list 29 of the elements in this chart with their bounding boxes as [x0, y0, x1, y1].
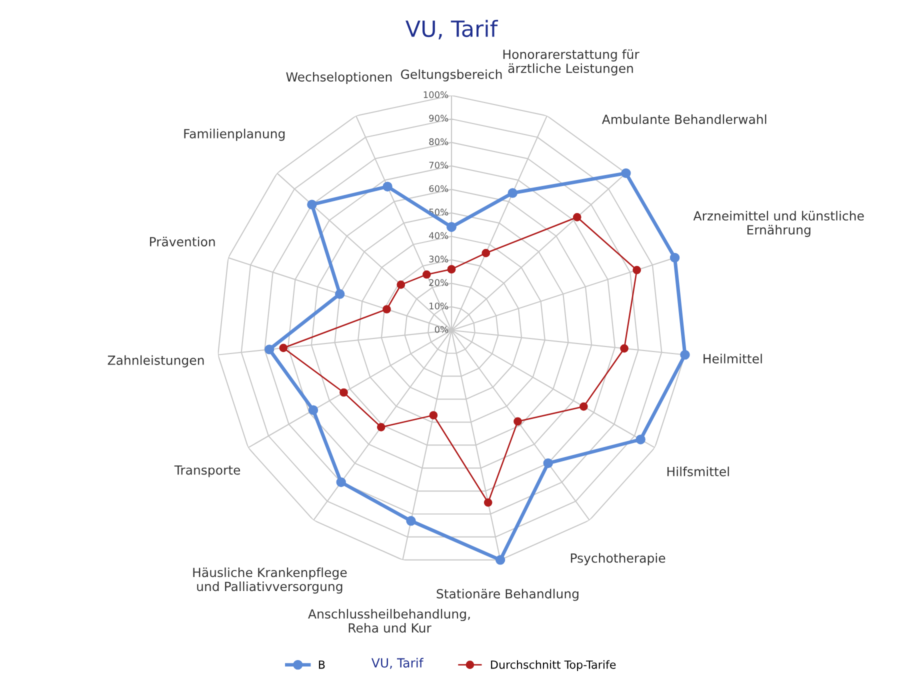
spoke-label: Stationäre Behandlung: [436, 588, 578, 601]
spoke-label: Honorarerstattung für ärztliche Leistungen: [503, 49, 640, 76]
spoke-label: Familienplanung: [184, 128, 285, 141]
spoke-label: Anschlussheilbehandlung, Reha und Kur: [308, 608, 470, 633]
spoke-label: Ambulante Behandlerwahl: [602, 114, 766, 124]
y-tick-label: 30%: [429, 256, 448, 262]
spoke-label: Hilfsmittel: [667, 466, 729, 476]
y-tick-label: 70%: [429, 162, 448, 169]
spoke-label: Prävention: [150, 236, 215, 246]
y-tick-label: 60%: [429, 185, 448, 192]
spoke-label: Zahnleistungen: [108, 355, 204, 368]
y-tick-label: 10%: [430, 302, 448, 310]
y-tick-label: 20%: [429, 279, 448, 286]
spoke-label: Heilmittel: [704, 354, 762, 364]
spoke-label: Psychotherapie: [570, 553, 666, 566]
y-tick-label: 100%: [424, 91, 448, 98]
y-tick-label: 0%: [434, 326, 448, 333]
legend-label: Durchschnitt Top-Tarife: [491, 660, 616, 671]
y-tick-label: 40%: [429, 232, 448, 239]
spoke-label: Häusliche Krankenpflege und Palliativversorgung: [193, 567, 347, 594]
y-tick-label: 80%: [429, 138, 448, 146]
chart-title: VU, Tarif: [406, 20, 498, 40]
text: VU, Tarif: [371, 658, 424, 669]
spoke-label: Transporte: [174, 465, 240, 478]
spoke-label: Geltungsbereich: [400, 69, 502, 82]
spoke-label: Wechseloptionen: [286, 72, 392, 84]
legend-label: B: [318, 660, 325, 669]
spoke-label: Arzneimittel und künstliche Ernährung: [693, 210, 864, 237]
y-tick-label: 90%: [429, 114, 448, 122]
